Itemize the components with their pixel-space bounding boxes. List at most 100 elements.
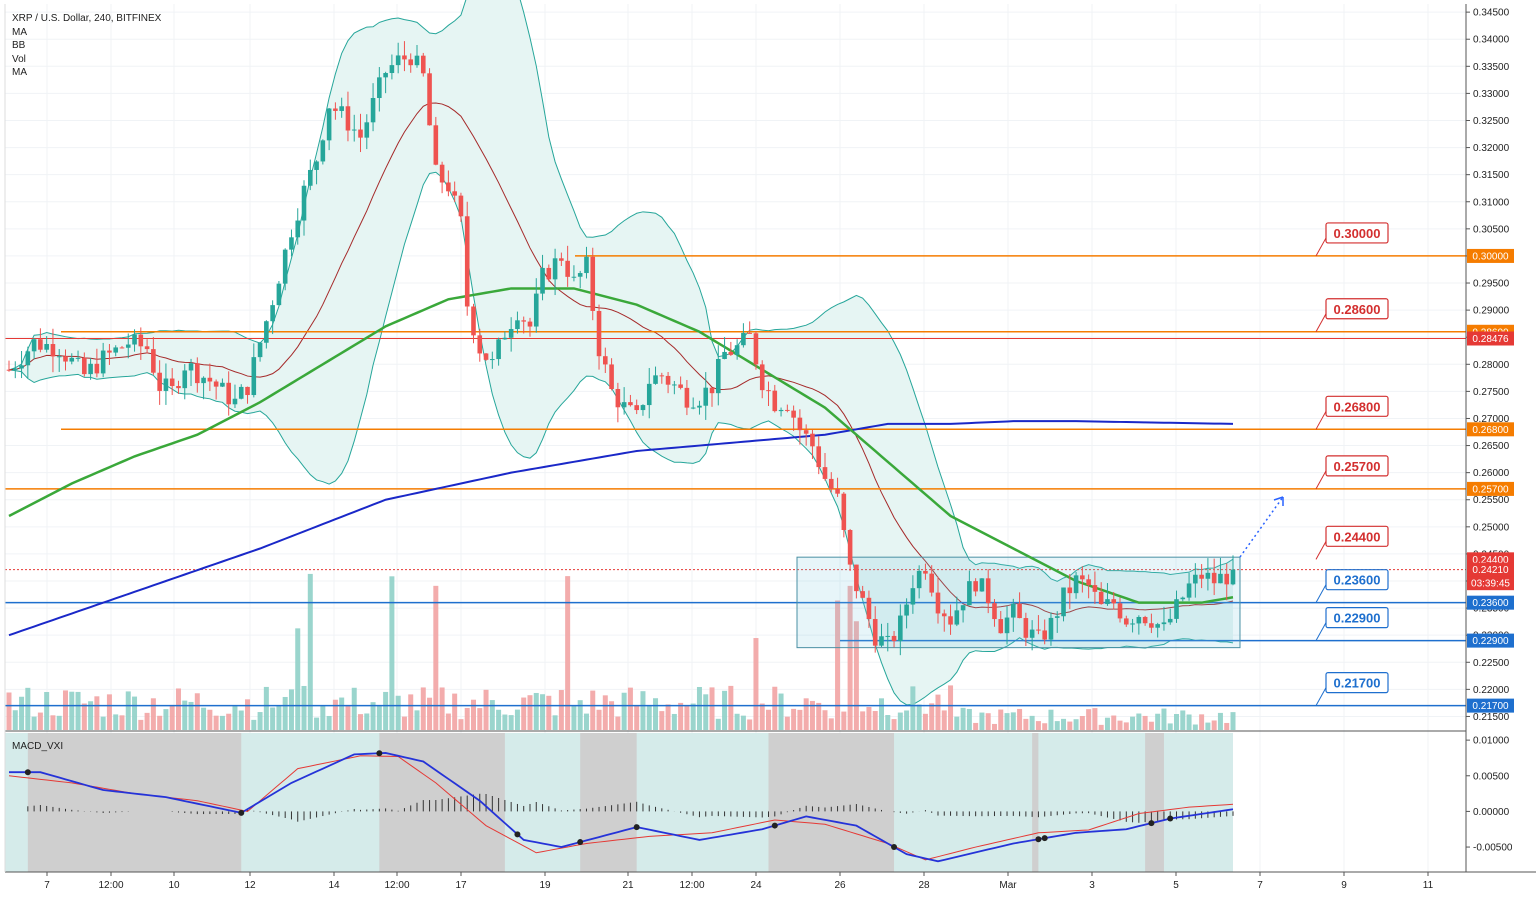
- candle-body: [1218, 573, 1223, 584]
- volume-bar: [1199, 714, 1205, 730]
- volume-bar: [1073, 719, 1079, 730]
- volume-bar: [766, 709, 772, 730]
- macd-cross-dot: [771, 822, 778, 829]
- volume-bar: [696, 686, 702, 730]
- candle-body: [609, 364, 614, 389]
- candle-body: [427, 73, 432, 126]
- candle-body: [533, 293, 539, 327]
- candle-body: [646, 383, 652, 406]
- volume-bar: [1230, 712, 1236, 730]
- volume-bar: [1086, 709, 1092, 730]
- volume-bar: [540, 694, 546, 730]
- candle-body: [402, 55, 407, 60]
- indicator-ma[interactable]: MA: [12, 26, 27, 38]
- macd-panel-label[interactable]: MACD_VXI: [12, 741, 64, 752]
- volume-bar: [822, 710, 828, 730]
- volume-bar: [219, 715, 225, 730]
- volume-bar: [1111, 715, 1117, 730]
- candle-body: [1023, 618, 1029, 638]
- volume-bar: [1023, 718, 1029, 730]
- candle-body: [1123, 618, 1129, 625]
- volume-bar: [671, 713, 677, 730]
- price-tag-text: 0.22900: [1472, 636, 1509, 647]
- candle-body: [1042, 630, 1047, 640]
- volume-bar: [948, 685, 954, 730]
- volume-bar: [1054, 721, 1060, 730]
- candle-body: [923, 570, 928, 574]
- macd-tick-label: 0.01000: [1473, 736, 1510, 747]
- indicator-vol[interactable]: Vol: [12, 53, 26, 65]
- candle-body: [377, 77, 382, 99]
- volume-bar: [383, 691, 389, 730]
- candle-body: [408, 59, 414, 66]
- volume-bar: [935, 694, 941, 730]
- candle-body: [138, 334, 144, 347]
- callout-pointer: [1315, 237, 1327, 257]
- candle-body: [728, 351, 734, 355]
- level-callouts[interactable]: 0.30000 0.28600 0.26800 0.25700 0.24400 0.236…: [1315, 222, 1389, 706]
- candle-body: [69, 357, 75, 362]
- candle-body: [910, 588, 916, 605]
- indicator-bb[interactable]: BB: [12, 40, 26, 51]
- volume-bar: [100, 716, 106, 730]
- volume-bar: [477, 708, 483, 730]
- indicator-ma-2[interactable]: MA: [12, 67, 27, 78]
- candle-body: [125, 344, 131, 348]
- price-tag-box: [1467, 698, 1514, 713]
- projection-arrow[interactable]: [1239, 496, 1284, 558]
- callout-box: [1325, 455, 1389, 477]
- candle-body: [797, 417, 803, 431]
- horizontal-levels[interactable]: [5, 255, 1466, 707]
- volume-bar: [12, 710, 18, 730]
- volume-bar: [75, 691, 81, 730]
- candle-body: [75, 357, 81, 359]
- volume-bar: [533, 692, 539, 730]
- candle-body: [810, 433, 815, 447]
- time-tick-label: 7: [1257, 880, 1263, 891]
- candle-body: [1048, 617, 1054, 640]
- callout-text: 0.23600: [1334, 573, 1381, 588]
- candle-body: [477, 335, 483, 354]
- bollinger-bands: [8, 0, 1234, 706]
- candle-body: [508, 329, 514, 338]
- volume-bar: [138, 719, 144, 730]
- volume-bar: [69, 691, 75, 730]
- volume-bar: [37, 712, 43, 730]
- chart-title: XRP / U.S. Dollar, 240, BITFINEX: [12, 13, 162, 24]
- price-tick-label: 0.28000: [1473, 360, 1510, 371]
- price-tag-text: 0.30000: [1472, 251, 1509, 262]
- ma-blue-line: [8, 420, 1234, 637]
- volume-bar: [1130, 716, 1136, 730]
- volume-bar: [113, 714, 119, 730]
- candle-body: [1054, 616, 1060, 618]
- price-tick-label: 0.30500: [1473, 224, 1510, 235]
- candle-body: [25, 351, 31, 366]
- volume-bar: [62, 690, 68, 730]
- candle-body: [144, 346, 150, 350]
- candle-body: [282, 249, 288, 284]
- candle-body: [621, 402, 627, 408]
- macd-cross-dot: [238, 809, 245, 816]
- volume-bar: [772, 686, 778, 730]
- price-tick-label: 0.29500: [1473, 279, 1510, 290]
- price-tag-box: [1467, 633, 1514, 648]
- time-tick-label: 26: [834, 880, 846, 891]
- macd-cross-dot: [376, 750, 383, 757]
- candle-body: [954, 610, 960, 625]
- volume-bar: [163, 709, 169, 730]
- moving-averages: [8, 287, 1234, 637]
- volume-bar: [182, 700, 188, 730]
- candle-body: [1105, 599, 1110, 605]
- volume-bar: [960, 707, 966, 730]
- volume-bar: [646, 705, 652, 730]
- time-tick-label: 12:00: [384, 880, 409, 891]
- volume-bar: [985, 713, 991, 730]
- candle-body: [967, 581, 972, 606]
- volume-bar: [991, 723, 997, 730]
- volume-bar: [1192, 724, 1198, 730]
- candle-body: [741, 332, 746, 346]
- volume-bar: [408, 694, 414, 730]
- volume-bar: [401, 716, 407, 730]
- volume-bar: [439, 687, 445, 730]
